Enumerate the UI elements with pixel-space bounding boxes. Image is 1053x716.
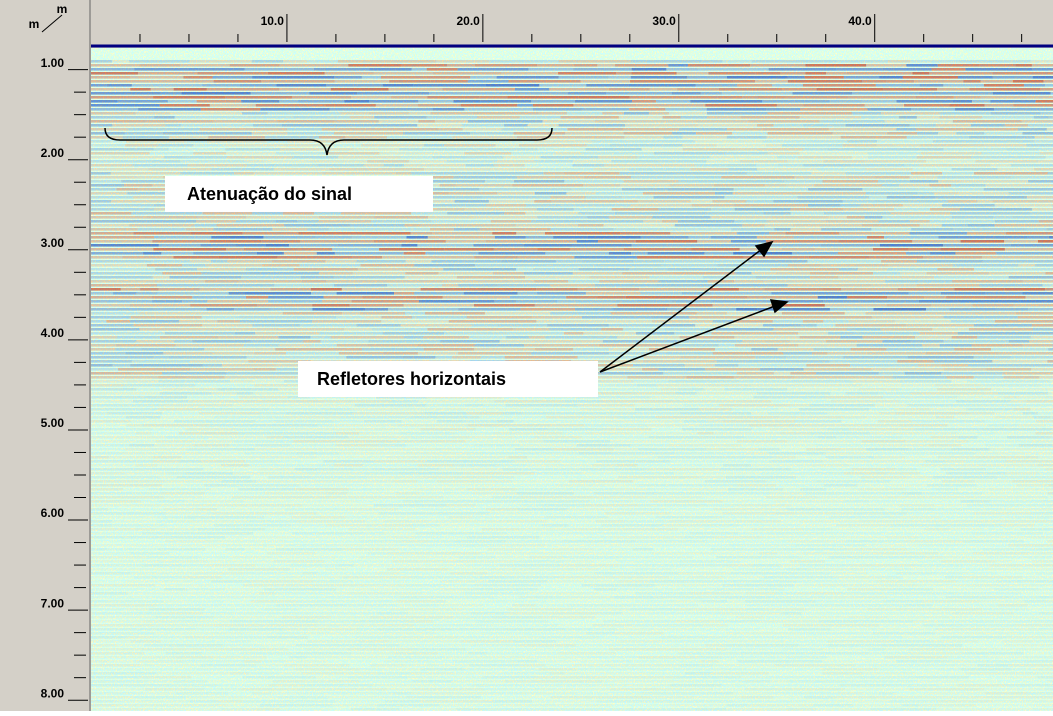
x-tick-label: 10.0 bbox=[261, 14, 285, 28]
y-tick-label: 8.00 bbox=[41, 686, 65, 700]
y-tick-label: 7.00 bbox=[41, 596, 65, 610]
x-tick-label: 40.0 bbox=[848, 14, 872, 28]
y-tick-label: 4.00 bbox=[41, 326, 65, 340]
y-tick-label: 3.00 bbox=[41, 236, 65, 250]
x-tick-label: 30.0 bbox=[652, 14, 676, 28]
x-unit: m bbox=[57, 2, 68, 16]
y-tick-label: 2.00 bbox=[41, 146, 65, 160]
annotation: Refletores horizontais bbox=[317, 369, 506, 389]
y-tick-label: 5.00 bbox=[41, 416, 65, 430]
y-tick-label: 1.00 bbox=[41, 56, 65, 70]
x-tick-label: 20.0 bbox=[456, 14, 480, 28]
y-tick-label: 6.00 bbox=[41, 506, 65, 520]
y-unit: m bbox=[29, 17, 40, 31]
annotation: Atenuação do sinal bbox=[187, 184, 352, 204]
